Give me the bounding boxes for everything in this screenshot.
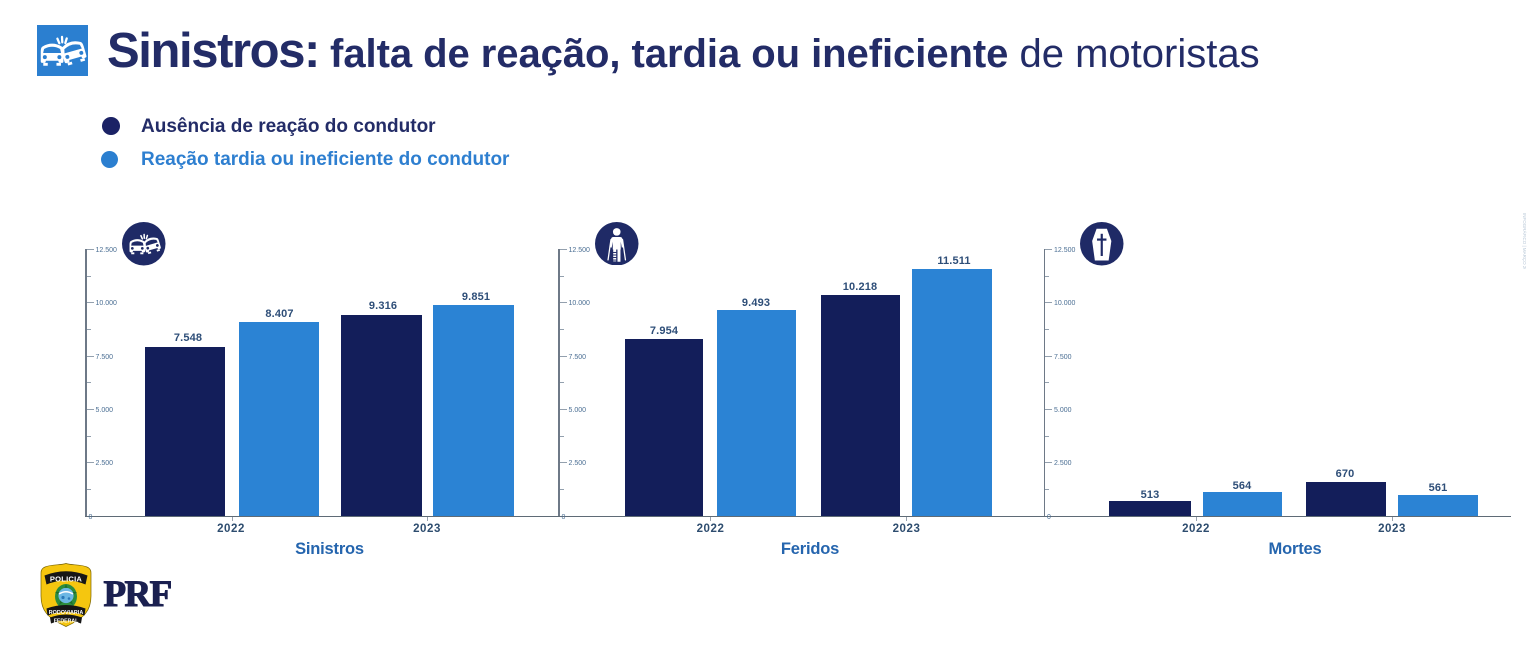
svg-text:RODOVIARIA: RODOVIARIA xyxy=(48,610,83,616)
svg-text:POLICIA: POLICIA xyxy=(49,574,82,583)
svg-text:FEDERAL: FEDERAL xyxy=(53,618,78,624)
